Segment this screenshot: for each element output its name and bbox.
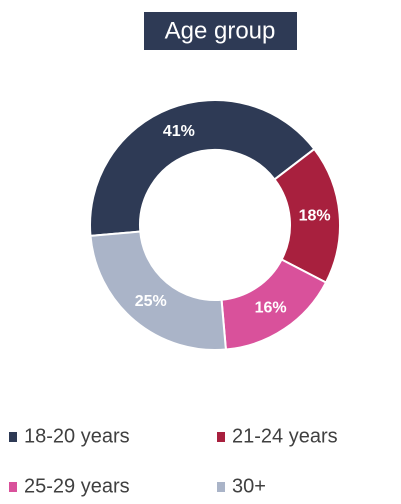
data-label: 41% xyxy=(163,123,195,140)
legend-marker xyxy=(217,432,225,442)
donut-segment xyxy=(89,230,227,351)
title-box xyxy=(144,12,297,50)
data-label: 25% xyxy=(135,293,167,310)
data-label: 16% xyxy=(255,299,287,316)
legend-label: 25-29 years xyxy=(24,475,130,497)
data-label: 18% xyxy=(299,208,331,225)
legend-marker xyxy=(217,482,225,492)
donut-segment xyxy=(89,99,316,237)
legend-label: 21-24 years xyxy=(232,425,338,447)
legend-marker xyxy=(9,482,17,492)
chart-title: Age group xyxy=(165,17,276,44)
legend-label: 30+ xyxy=(232,475,266,497)
legend-marker xyxy=(9,432,17,442)
legend-label: 18-20 years xyxy=(24,425,130,447)
